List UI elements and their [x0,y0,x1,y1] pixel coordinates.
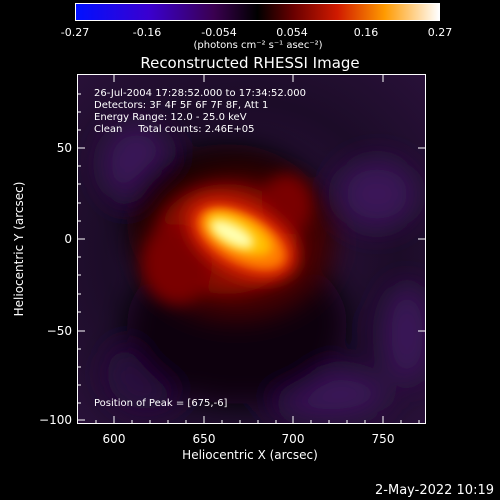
colorbar-tick-label: -0.054 [201,26,237,39]
colorbar-units-label: (photons cm⁻² s⁻¹ asec⁻²) [193,40,323,51]
y-tick-label: 50 [56,141,72,155]
colorbar-tick-label: 0.27 [427,26,453,39]
annotation-time-range: 26-Jul-2004 17:28:52.000 to 17:34:52.000 [94,88,306,99]
colorbar [75,3,440,21]
annotation-detectors: Detectors: 3F 4F 5F 6F 7F 8F, Att 1 [94,100,269,111]
y-tick-label: −50 [46,324,72,338]
y-tick-label: 0 [64,232,72,246]
colorbar-tick-label: 0.16 [353,26,379,39]
x-tick-label: 750 [371,432,395,446]
x-tick-label: 600 [102,432,126,446]
footer-date: 2-May-2022 10:19 [375,483,494,498]
colorbar-tick-label: -0.16 [132,26,162,39]
x-axis-label: Heliocentric X (arcsec) [182,448,318,462]
colorbar-tick-label: -0.27 [60,26,90,39]
x-tick-label: 700 [281,432,305,446]
annotation-peak-position: Position of Peak = [675,-6] [94,398,228,409]
chart-title: Reconstructed RHESSI Image [140,54,360,72]
y-tick-label: −100 [39,413,72,427]
annotation-energy-range: Energy Range: 12.0 - 25.0 keV [94,112,247,123]
plot-area [77,74,426,424]
x-tick-label: 650 [192,432,216,446]
y-axis-label: Heliocentric Y (arcsec) [12,181,26,317]
colorbar-tick-label: 0.054 [276,26,308,39]
annotation-clean-counts: Clean Total counts: 2.46E+05 [94,124,255,135]
plot-frame [77,74,426,424]
